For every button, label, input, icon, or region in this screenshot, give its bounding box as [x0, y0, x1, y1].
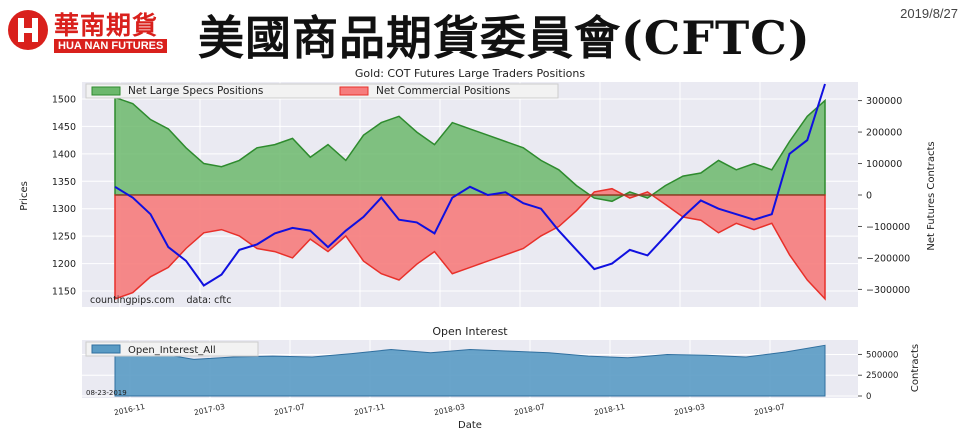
- contracts-tick-label: −100000: [866, 222, 910, 233]
- page-title: 美國商品期貨委員會(CFTC): [198, 11, 811, 65]
- gold-price-line: [114, 83, 826, 287]
- contracts-tick-label: 100000: [866, 159, 902, 170]
- date-tick-label: 2017-11: [353, 402, 386, 417]
- price-axis-label: Prices: [19, 181, 30, 211]
- net-commercial-area: [114, 187, 826, 301]
- contracts-tick-label: 200000: [866, 128, 902, 139]
- specs-legend-swatch: [91, 86, 121, 96]
- open-interest-title: Open Interest: [432, 325, 508, 338]
- contracts-tick-label: −200000: [866, 253, 910, 264]
- price-tick-label: 1500: [52, 94, 76, 105]
- positions-legend: Net Large Specs Positions Net Commercial…: [85, 83, 559, 99]
- date-tick-label: 2016-11: [113, 402, 146, 417]
- contracts-tick-label: 0: [866, 191, 872, 202]
- date-tick-label: 2019-03: [673, 402, 706, 417]
- date-tick-label: 2018-11: [593, 402, 626, 417]
- logo-mark-icon: [8, 10, 48, 50]
- hua-nan-futures-logo: 華南期貨 HUA NAN FUTURES: [8, 6, 198, 56]
- price-tick-label: 1350: [52, 177, 76, 188]
- contracts-axis-ticks: 300000 200000 100000 0 −100000 −200000 −300000: [858, 96, 910, 296]
- open-interest-tick-label: 500000: [866, 350, 898, 360]
- price-tick-label: 1400: [52, 149, 76, 160]
- open-interest-legend-label: Open_Interest_All: [128, 345, 216, 356]
- open-interest-date-annotation: 08-23-2019: [86, 389, 127, 397]
- date-tick-label: 2017-03: [193, 402, 226, 417]
- commercial-legend-label: Net Commercial Positions: [376, 85, 510, 97]
- date-axis-label: Date: [458, 420, 482, 431]
- price-tick-label: 1250: [52, 232, 76, 243]
- price-axis-ticks: 1500 1450 1400 1350 1300 1250 1200 1150: [52, 94, 76, 297]
- net-large-specs-area: [114, 96, 826, 203]
- specs-legend-label: Net Large Specs Positions: [128, 85, 263, 97]
- price-tick-label: 1300: [52, 204, 76, 215]
- open-interest-area: [114, 344, 826, 397]
- open-interest-tick-label: 0: [866, 392, 871, 402]
- open-interest-legend: Open_Interest_All: [85, 341, 259, 357]
- open-interest-axis-ticks: 500000 250000 0: [858, 350, 898, 402]
- contracts-tick-label: −300000: [866, 285, 910, 296]
- commercial-legend-swatch: [339, 86, 369, 96]
- price-tick-label: 1450: [52, 122, 76, 133]
- open-interest-legend-swatch: [91, 344, 121, 354]
- price-tick-label: 1150: [52, 287, 76, 298]
- date-tick-label: 2019-07: [753, 402, 786, 417]
- price-tick-label: 1200: [52, 259, 76, 270]
- report-date: 2019/8/27: [900, 6, 958, 21]
- logo-english-text: HUA NAN FUTURES: [54, 39, 168, 53]
- date-tick-label: 2018-03: [433, 402, 466, 417]
- net-contracts-axis-label: Net Futures Contracts: [926, 141, 937, 250]
- logo-chinese-text: 華南期貨: [54, 11, 159, 40]
- positions-chart-title: Gold: COT Futures Large Traders Position…: [355, 67, 585, 80]
- source-annotation: countingpips.com data: cftc: [90, 295, 232, 306]
- date-tick-label: 2018-07: [513, 402, 546, 417]
- open-interest-tick-label: 250000: [866, 371, 898, 381]
- header: 華南期貨 HUA NAN FUTURES 美國商品期貨委員會(CFTC) 201…: [0, 0, 968, 65]
- contracts-tick-label: 300000: [866, 96, 902, 107]
- date-tick-label: 2017-07: [273, 402, 306, 417]
- date-axis-ticks: 2016-11 2017-03 2017-07 2017-11 2018-03 2018-…: [113, 402, 786, 417]
- open-interest-axis-label: Contracts: [910, 344, 921, 392]
